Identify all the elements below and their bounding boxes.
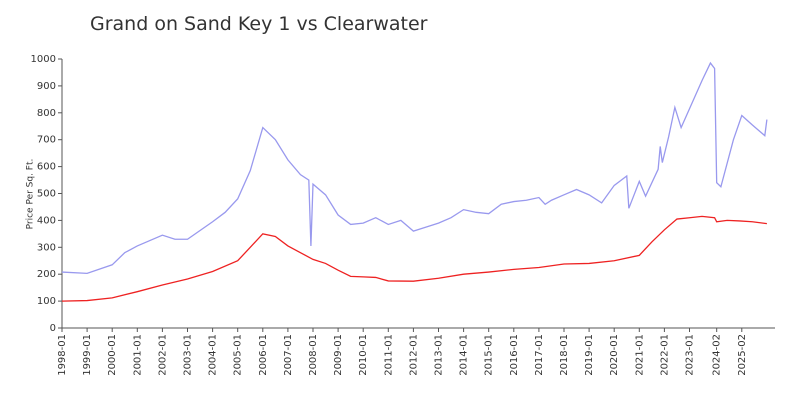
x-tick-label: 1998-01: [57, 334, 68, 376]
x-tick-label: 2020-01: [609, 334, 620, 376]
y-tick-label: 0: [50, 323, 56, 334]
x-tick-label: 2024-02: [712, 334, 723, 376]
x-tick-label: 2023-01: [685, 334, 696, 376]
y-tick-label: 600: [37, 162, 56, 173]
x-tick-label: 2006-01: [258, 334, 269, 376]
x-tick-label: 2016-01: [509, 334, 520, 376]
x-tick-label: 2022-01: [659, 334, 670, 376]
x-tick-label: 2005-01: [233, 334, 244, 376]
chart-title: Grand on Sand Key 1 vs Clearwater: [90, 13, 428, 35]
x-tick-label: 2012-01: [408, 334, 419, 376]
x-tick-label: 2011-01: [383, 334, 394, 376]
y-tick-label: 200: [37, 269, 56, 280]
x-tick-label: 2000-01: [107, 334, 118, 376]
x-tick-label: 2015-01: [484, 334, 495, 376]
series-line: [61, 61, 768, 275]
x-tick-label: 1999-01: [82, 334, 93, 376]
y-tick-label: 1000: [31, 54, 56, 65]
x-tick-label: 2017-01: [534, 334, 545, 376]
y-tick-label: 100: [37, 296, 56, 307]
x-tick-label: 2007-01: [283, 334, 294, 376]
y-tick-label: 300: [37, 242, 56, 253]
x-tick-label: 2002-01: [157, 334, 168, 376]
x-tick-label: 2025-02: [737, 334, 748, 376]
y-tick-label: 900: [37, 81, 56, 92]
x-tick-label: 2003-01: [183, 334, 194, 376]
y-tick-label: 700: [37, 135, 56, 146]
y-tick-label: 400: [37, 215, 56, 226]
x-tick-label: 2014-01: [459, 334, 470, 376]
x-tick-label: 2010-01: [358, 334, 369, 376]
x-tick-label: 2001-01: [132, 334, 143, 376]
y-axis-label: Price Per Sq. Ft.: [26, 159, 36, 230]
y-tick-label: 800: [37, 108, 56, 119]
x-tick-label: 2021-01: [634, 334, 645, 376]
x-tick-label: 2013-01: [434, 334, 445, 376]
x-tick-label: 2018-01: [559, 334, 570, 376]
y-tick-label: 500: [37, 189, 56, 200]
x-tick-label: 2008-01: [308, 334, 319, 376]
x-tick-label: 2009-01: [333, 334, 344, 376]
x-tick-label: 2019-01: [584, 334, 595, 376]
x-tick-label: 2004-01: [208, 334, 219, 376]
series-line: [61, 215, 767, 302]
